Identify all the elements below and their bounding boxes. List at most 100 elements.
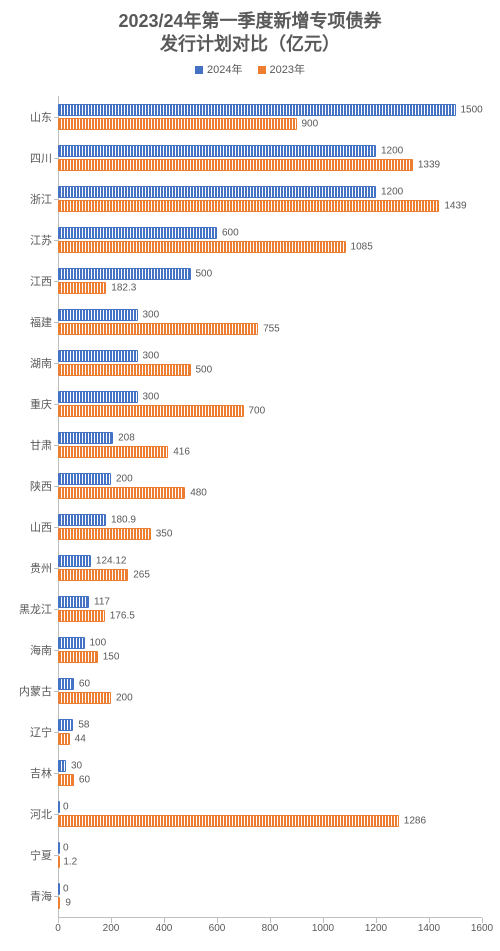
- value-label-2023: 1085: [346, 241, 373, 252]
- legend-swatch-2024: [195, 66, 203, 74]
- bar-2023: [58, 282, 106, 294]
- chart-container: 2023/24年第一季度新增专项债券 发行计划对比（亿元） 2024年 2023…: [0, 0, 500, 951]
- value-label-2023: 755: [258, 323, 280, 334]
- category-label: 江西: [30, 273, 58, 289]
- category-label: 贵州: [30, 560, 58, 576]
- category-row: 黑龙江117176.5: [58, 589, 482, 630]
- bar-2024: [58, 719, 73, 731]
- value-label-2024: 60: [74, 679, 90, 690]
- bar-2023: [58, 651, 98, 663]
- category-label: 江苏: [30, 232, 58, 248]
- x-axis: 02004006008001000120014001600: [58, 917, 482, 937]
- bar-2024: [58, 432, 113, 444]
- bar-2024: [58, 309, 138, 321]
- category-row: 福建300755: [58, 301, 482, 342]
- bar-2023: [58, 815, 399, 827]
- value-label-2024: 1500: [456, 104, 483, 115]
- bar-2023: [58, 323, 258, 335]
- value-label-2023: 350: [151, 529, 173, 540]
- bar-2024: [58, 391, 138, 403]
- bar-2023: [58, 487, 185, 499]
- bar-2023: [58, 610, 105, 622]
- value-label-2024: 0: [58, 843, 69, 854]
- bar-2023: [58, 733, 70, 745]
- category-label: 吉林: [30, 765, 58, 781]
- bar-2023: [58, 118, 297, 130]
- legend-label-2023: 2023年: [270, 64, 305, 76]
- bar-2024: [58, 555, 91, 567]
- category-row: 四川12001339: [58, 137, 482, 178]
- bar-2024: [58, 760, 66, 772]
- value-label-2023: 1339: [413, 159, 440, 170]
- category-row: 陕西200480: [58, 465, 482, 506]
- bar-2024: [58, 145, 376, 157]
- value-label-2024: 1200: [376, 145, 403, 156]
- category-row: 江苏6001085: [58, 219, 482, 260]
- value-label-2024: 600: [217, 227, 239, 238]
- category-label: 河北: [30, 806, 58, 822]
- value-label-2023: 480: [185, 487, 207, 498]
- value-label-2023: 182.3: [106, 282, 136, 293]
- x-tick-label: 600: [209, 923, 226, 934]
- value-label-2024: 30: [66, 761, 82, 772]
- value-label-2023: 900: [297, 118, 319, 129]
- chart-title-line1: 2023/24年第一季度新增专项债券: [0, 10, 500, 33]
- value-label-2024: 124.12: [91, 556, 127, 567]
- bar-2023: [58, 200, 439, 212]
- x-tick-label: 400: [156, 923, 173, 934]
- value-label-2023: 416: [168, 446, 190, 457]
- category-label: 宁夏: [30, 847, 58, 863]
- value-label-2023: 44: [70, 734, 86, 745]
- value-label-2023: 9: [60, 898, 71, 909]
- bar-2024: [58, 268, 191, 280]
- bar-2023: [58, 446, 168, 458]
- bar-2023: [58, 405, 244, 417]
- legend-swatch-2023: [258, 66, 266, 74]
- category-row: 重庆300700: [58, 383, 482, 424]
- category-row: 江西500182.3: [58, 260, 482, 301]
- category-label: 湖南: [30, 355, 58, 371]
- bar-2023: [58, 241, 346, 253]
- x-tick-label: 800: [262, 923, 279, 934]
- category-row: 河北01286: [58, 794, 482, 835]
- bar-2023: [58, 159, 413, 171]
- chart-title-line2: 发行计划对比（亿元）: [0, 33, 500, 56]
- bar-2024: [58, 596, 89, 608]
- category-label: 黑龙江: [19, 601, 58, 617]
- category-label: 福建: [30, 314, 58, 330]
- value-label-2024: 117: [89, 597, 110, 608]
- category-row: 甘肃208416: [58, 424, 482, 465]
- value-label-2024: 58: [73, 720, 89, 731]
- value-label-2023: 1286: [399, 816, 426, 827]
- category-label: 辽宁: [30, 724, 58, 740]
- category-label: 内蒙古: [19, 683, 58, 699]
- value-label-2023: 700: [244, 405, 266, 416]
- bar-2024: [58, 227, 217, 239]
- value-label-2023: 1.2: [58, 857, 77, 868]
- x-tick-label: 1000: [312, 923, 334, 934]
- category-row: 山东1500900: [58, 96, 482, 137]
- value-label-2023: 200: [111, 693, 133, 704]
- value-label-2024: 300: [138, 350, 160, 361]
- value-label-2023: 60: [74, 775, 90, 786]
- bar-2024: [58, 186, 376, 198]
- category-row: 辽宁5844: [58, 712, 482, 753]
- bar-2023: [58, 774, 74, 786]
- value-label-2024: 300: [138, 391, 160, 402]
- bar-2023: [58, 692, 111, 704]
- value-label-2023: 150: [98, 652, 120, 663]
- legend-item-2023: 2023年: [258, 61, 305, 77]
- x-tick-label: 1200: [365, 923, 387, 934]
- chart-legend: 2024年 2023年: [0, 61, 500, 77]
- legend-label-2024: 2024年: [207, 64, 242, 76]
- value-label-2024: 500: [191, 268, 213, 279]
- value-label-2024: 1200: [376, 186, 403, 197]
- value-label-2024: 208: [113, 432, 135, 443]
- category-row: 青海09: [58, 876, 482, 917]
- bar-2024: [58, 104, 456, 116]
- category-label: 海南: [30, 642, 58, 658]
- bar-2024: [58, 473, 111, 485]
- category-label: 青海: [30, 888, 58, 904]
- plot-area: 山东1500900四川12001339浙江12001439江苏6001085江西…: [58, 96, 482, 917]
- category-label: 陕西: [30, 478, 58, 494]
